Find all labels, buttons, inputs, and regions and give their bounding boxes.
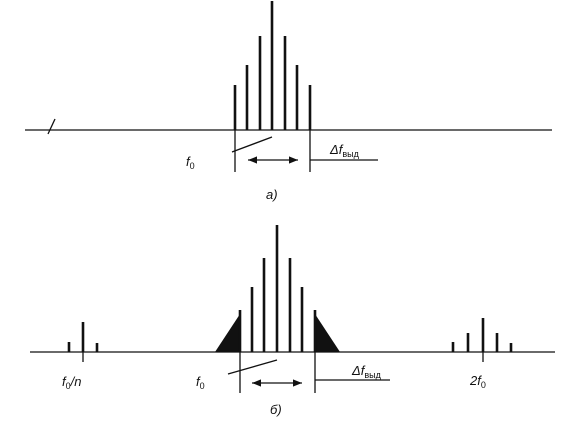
label-part: f: [62, 374, 67, 389]
label-part: выд: [364, 370, 381, 380]
spectral-lines: [233, 1, 312, 130]
label-part: f: [186, 154, 191, 169]
label-part: 0: [66, 381, 71, 391]
label-part: 0: [200, 381, 205, 391]
label-part: 0: [481, 380, 486, 390]
bandwidth-label: Δfвыд: [329, 142, 360, 159]
label-part: Δf: [329, 142, 344, 157]
label-part: выд: [342, 149, 359, 159]
panel-b: f0/n f0 Δfвыд 2f0 б): [30, 225, 555, 417]
f0-label: f0: [196, 374, 205, 391]
leader: [231, 136, 273, 153]
leader: [227, 359, 278, 375]
bandwidth-label: Δfвыд: [351, 363, 382, 380]
label-part: 2f: [469, 373, 482, 388]
harmonic-label: 2f0: [469, 373, 486, 390]
caption: а): [266, 187, 278, 202]
subharmonic-label: f0/n: [62, 374, 81, 391]
label-part: Δf: [351, 363, 366, 378]
label-part: 0: [190, 161, 195, 171]
f0-label: f0: [186, 154, 195, 171]
shaded-region: [215, 314, 240, 352]
label-part: /n: [70, 374, 82, 389]
spectral-lines: [67, 225, 513, 352]
label-part: f: [196, 374, 201, 389]
slash: [47, 118, 56, 135]
panel-a: f0 Δfвыд а): [25, 1, 552, 202]
caption: б): [270, 402, 282, 417]
shaded-region: [315, 314, 340, 352]
